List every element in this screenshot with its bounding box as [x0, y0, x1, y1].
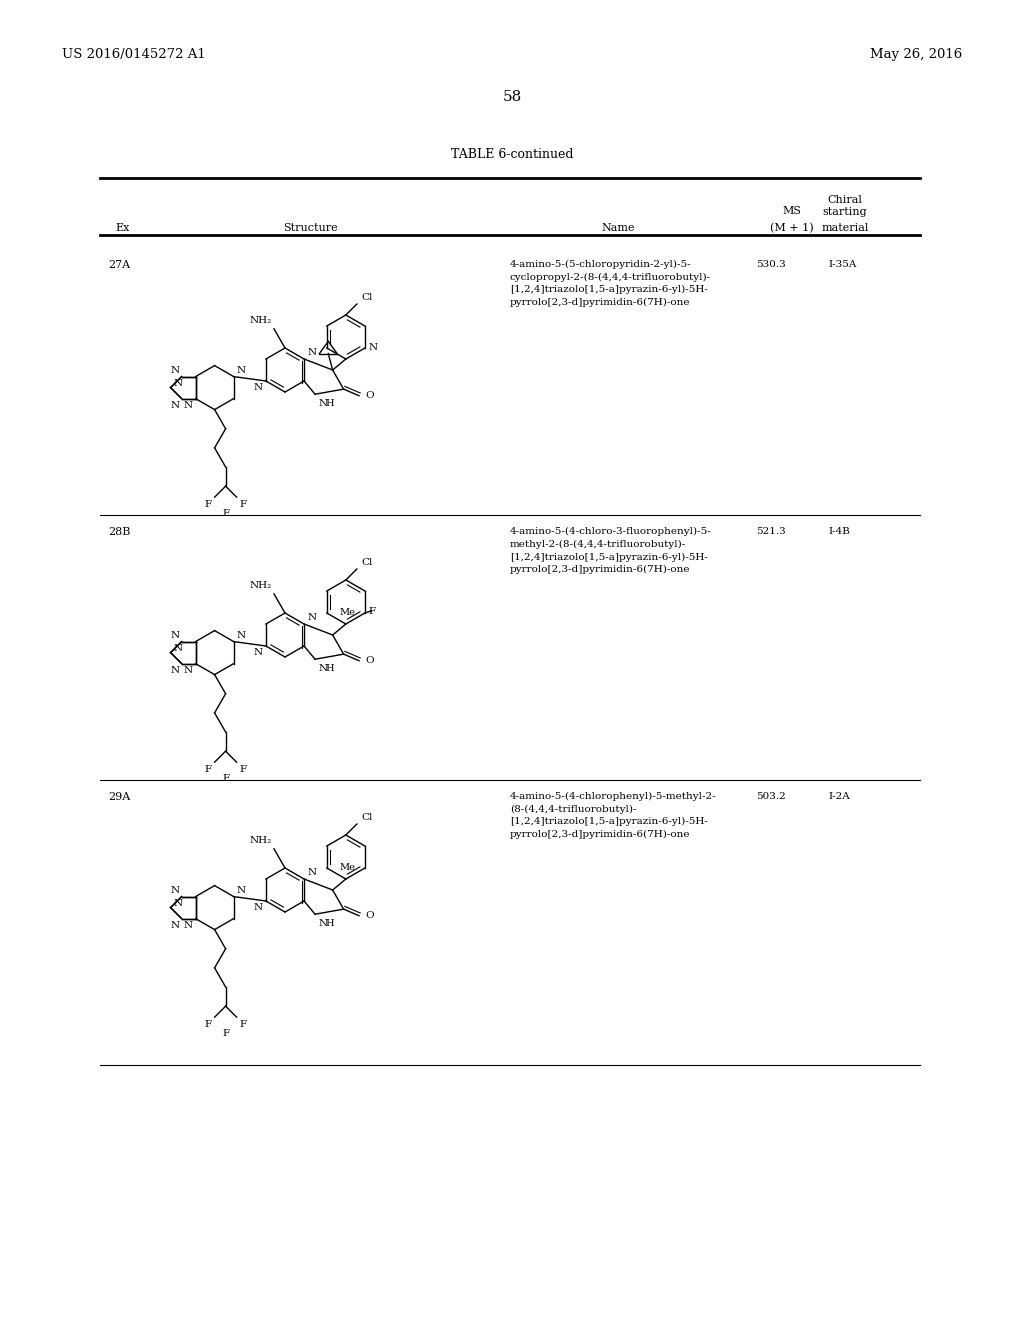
Text: N: N — [170, 400, 179, 409]
Text: F: F — [205, 1020, 212, 1030]
Text: 4-amino-5-(4-chloro-3-fluorophenyl)-5-
methyl-2-(8-(4,4,4-trifluorobutyl)-
[1,2,: 4-amino-5-(4-chloro-3-fluorophenyl)-5- m… — [510, 527, 712, 574]
Text: N: N — [183, 400, 193, 409]
Text: N: N — [237, 886, 246, 895]
Text: F: F — [205, 766, 212, 774]
Text: Name: Name — [601, 223, 635, 234]
Text: F: F — [369, 606, 376, 615]
Text: N: N — [170, 631, 179, 640]
Text: O: O — [365, 911, 374, 920]
Text: 4-amino-5-(5-chloropyridin-2-yl)-5-
cyclopropyl-2-(8-(4,4,4-trifluorobutyl)-
[1,: 4-amino-5-(5-chloropyridin-2-yl)-5- cycl… — [510, 260, 711, 308]
Text: N: N — [183, 920, 193, 929]
Text: N: N — [237, 631, 246, 640]
Text: 4-amino-5-(4-chlorophenyl)-5-methyl-2-
(8-(4,4,4-trifluorobutyl)-
[1,2,4]triazol: 4-amino-5-(4-chlorophenyl)-5-methyl-2- (… — [510, 792, 717, 840]
Text: F: F — [240, 766, 247, 774]
Text: NH₂: NH₂ — [250, 581, 272, 590]
Text: Me: Me — [340, 607, 355, 616]
Text: N: N — [307, 612, 316, 622]
Text: N: N — [170, 886, 179, 895]
Text: TABLE 6-continued: TABLE 6-continued — [451, 148, 573, 161]
Text: 521.3: 521.3 — [756, 527, 785, 536]
Text: F: F — [222, 1030, 229, 1038]
Text: material: material — [821, 223, 868, 234]
Text: N: N — [369, 343, 378, 352]
Text: US 2016/0145272 A1: US 2016/0145272 A1 — [62, 48, 206, 61]
Text: Ex: Ex — [115, 223, 129, 234]
Text: I-4B: I-4B — [828, 527, 850, 536]
Text: N: N — [254, 903, 263, 912]
Text: May 26, 2016: May 26, 2016 — [869, 48, 962, 61]
Text: 28B: 28B — [108, 527, 130, 537]
Text: N: N — [173, 899, 182, 908]
Text: F: F — [205, 500, 212, 510]
Text: N: N — [170, 366, 179, 375]
Text: N: N — [173, 644, 182, 653]
Text: NH₂: NH₂ — [250, 315, 272, 325]
Text: N: N — [170, 920, 179, 929]
Text: F: F — [222, 510, 229, 517]
Text: Cl: Cl — [361, 558, 373, 568]
Text: 530.3: 530.3 — [756, 260, 785, 269]
Text: N: N — [183, 665, 193, 675]
Text: Cl: Cl — [361, 813, 373, 822]
Text: F: F — [222, 774, 229, 783]
Text: 29A: 29A — [108, 792, 130, 803]
Text: starting: starting — [822, 207, 867, 216]
Text: N: N — [173, 379, 182, 388]
Text: F: F — [240, 500, 247, 510]
Text: O: O — [365, 391, 374, 400]
Text: I-2A: I-2A — [828, 792, 850, 801]
Text: (M + 1): (M + 1) — [770, 223, 814, 234]
Text: Cl: Cl — [361, 293, 373, 302]
Text: N: N — [254, 648, 263, 657]
Text: N: N — [318, 399, 328, 408]
Text: N: N — [237, 366, 246, 375]
Text: Chiral: Chiral — [827, 195, 862, 205]
Text: N: N — [318, 919, 328, 928]
Text: 27A: 27A — [108, 260, 130, 271]
Text: N: N — [318, 664, 328, 673]
Text: Structure: Structure — [283, 223, 337, 234]
Text: H: H — [325, 664, 334, 673]
Text: N: N — [307, 348, 316, 356]
Text: H: H — [325, 919, 334, 928]
Text: 503.2: 503.2 — [756, 792, 785, 801]
Text: O: O — [365, 656, 374, 665]
Text: H: H — [325, 399, 334, 408]
Text: Me: Me — [340, 863, 355, 871]
Text: MS: MS — [782, 206, 802, 216]
Text: N: N — [170, 665, 179, 675]
Text: 58: 58 — [503, 90, 521, 104]
Text: N: N — [254, 383, 263, 392]
Text: F: F — [240, 1020, 247, 1030]
Text: NH₂: NH₂ — [250, 836, 272, 845]
Text: I-35A: I-35A — [828, 260, 856, 269]
Text: N: N — [307, 869, 316, 876]
